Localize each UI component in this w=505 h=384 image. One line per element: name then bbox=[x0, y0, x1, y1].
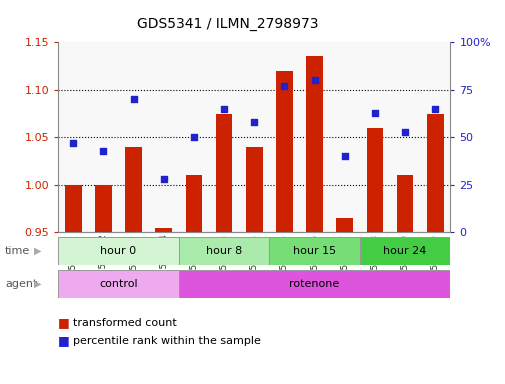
Bar bbox=[336, 218, 352, 232]
Point bbox=[310, 77, 318, 83]
Bar bbox=[359, 237, 449, 265]
Point bbox=[400, 129, 409, 135]
Point bbox=[340, 153, 348, 159]
Bar bbox=[58, 270, 178, 298]
Text: hour 24: hour 24 bbox=[383, 246, 426, 256]
Bar bbox=[58, 237, 178, 265]
Point bbox=[99, 147, 107, 154]
Text: percentile rank within the sample: percentile rank within the sample bbox=[73, 336, 261, 346]
Text: time: time bbox=[5, 246, 30, 256]
Bar bbox=[185, 175, 202, 232]
Point bbox=[189, 134, 197, 141]
Bar bbox=[269, 237, 359, 265]
Text: GDS5341 / ILMN_2798973: GDS5341 / ILMN_2798973 bbox=[137, 17, 318, 31]
Bar bbox=[306, 56, 322, 232]
Point bbox=[220, 106, 228, 112]
Point bbox=[250, 119, 258, 125]
Text: transformed count: transformed count bbox=[73, 318, 177, 328]
Bar bbox=[178, 237, 269, 265]
Bar bbox=[396, 175, 413, 232]
Text: ■: ■ bbox=[58, 316, 70, 329]
Bar bbox=[366, 128, 382, 232]
Text: agent: agent bbox=[5, 279, 37, 289]
Bar bbox=[245, 147, 262, 232]
Text: control: control bbox=[99, 279, 137, 289]
Bar bbox=[178, 270, 449, 298]
Text: ■: ■ bbox=[58, 334, 70, 347]
Point bbox=[430, 106, 438, 112]
Point bbox=[69, 140, 77, 146]
Text: ▶: ▶ bbox=[34, 279, 42, 289]
Bar bbox=[155, 228, 172, 232]
Text: hour 15: hour 15 bbox=[292, 246, 335, 256]
Point bbox=[370, 109, 378, 116]
Bar bbox=[125, 147, 141, 232]
Text: rotenone: rotenone bbox=[289, 279, 339, 289]
Bar bbox=[426, 114, 443, 232]
Bar bbox=[95, 185, 112, 232]
Text: hour 0: hour 0 bbox=[100, 246, 136, 256]
Text: ▶: ▶ bbox=[34, 246, 42, 256]
Point bbox=[160, 176, 168, 182]
Text: hour 8: hour 8 bbox=[206, 246, 242, 256]
Bar bbox=[215, 114, 232, 232]
Bar bbox=[276, 71, 292, 232]
Point bbox=[280, 83, 288, 89]
Bar bbox=[65, 185, 81, 232]
Point bbox=[129, 96, 137, 103]
